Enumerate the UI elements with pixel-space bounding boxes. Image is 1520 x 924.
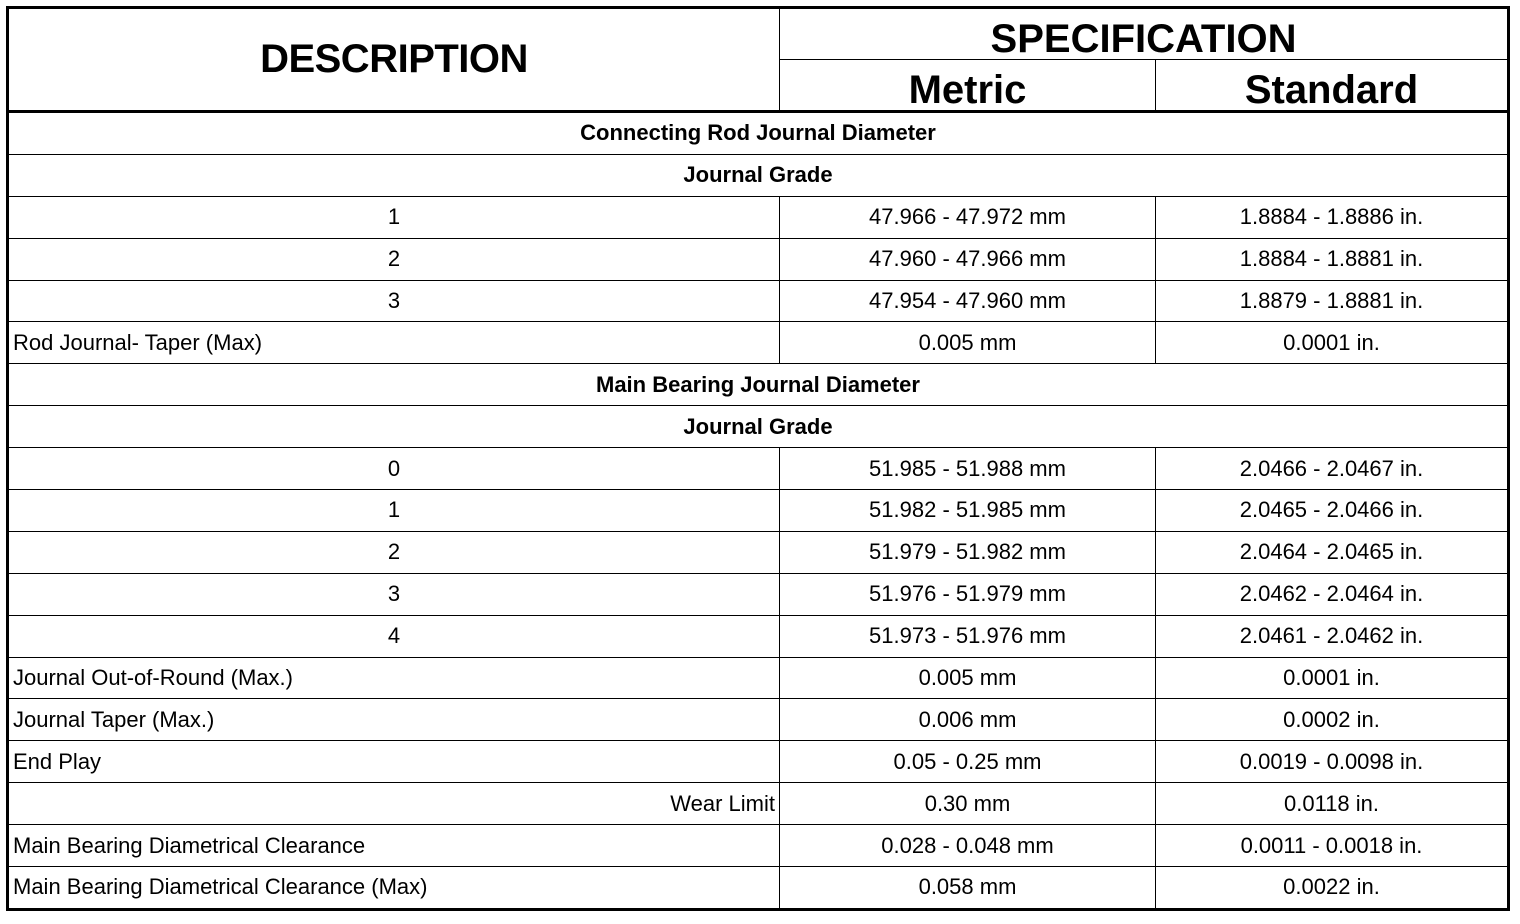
table-row: 2 47.960 - 47.966 mm 1.8884 - 1.8881 in.	[7, 237, 1509, 281]
section-row: Journal Grade	[7, 405, 1509, 449]
table-row: Wear Limit 0.30 mm 0.0118 in.	[7, 782, 1509, 826]
description-cell: 2	[7, 237, 780, 281]
description-cell: Wear Limit	[7, 782, 780, 826]
description-cell: 1	[7, 195, 780, 239]
standard-header: Standard	[1155, 59, 1509, 113]
metric-cell: 51.973 - 51.976 mm	[779, 614, 1156, 658]
table-row: 1 51.982 - 51.985 mm 2.0465 - 2.0466 in.	[7, 489, 1509, 532]
standard-cell: 0.0011 - 0.0018 in.	[1155, 824, 1509, 868]
metric-cell: 51.985 - 51.988 mm	[779, 447, 1156, 491]
metric-cell: 47.954 - 47.960 mm	[779, 279, 1156, 323]
specification-table: DESCRIPTION SPECIFICATION Metric Standar…	[6, 6, 1510, 911]
metric-cell: 0.028 - 0.048 mm	[779, 824, 1156, 868]
description-cell: 0	[7, 447, 780, 491]
description-cell: 3	[7, 279, 780, 323]
table-row: 3 47.954 - 47.960 mm 1.8879 - 1.8881 in.	[7, 279, 1509, 323]
description-cell: Journal Taper (Max.)	[7, 698, 780, 742]
standard-cell: 0.0019 - 0.0098 in.	[1155, 740, 1509, 784]
metric-cell: 47.960 - 47.966 mm	[779, 237, 1156, 281]
standard-cell: 0.0022 in.	[1155, 866, 1509, 910]
standard-cell: 0.0118 in.	[1155, 782, 1509, 826]
table-row: Rod Journal- Taper (Max) 0.005 mm 0.0001 i…	[7, 321, 1509, 365]
section-heading: Main Bearing Journal Diameter	[7, 363, 1509, 407]
metric-cell: 51.979 - 51.982 mm	[779, 530, 1156, 574]
standard-cell: 0.0001 in.	[1155, 321, 1509, 365]
table-row: Main Bearing Diametrical Clearance 0.028 …	[7, 824, 1509, 868]
table-row: End Play 0.05 - 0.25 mm 0.0019 - 0.0098 in…	[7, 740, 1509, 784]
standard-cell: 1.8884 - 1.8881 in.	[1155, 237, 1509, 281]
section-row: Main Bearing Journal Diameter	[7, 363, 1509, 407]
table-row: 0 51.985 - 51.988 mm 2.0466 - 2.0467 in.	[7, 447, 1509, 491]
description-cell: Main Bearing Diametrical Clearance	[7, 824, 780, 868]
table-row: 2 51.979 - 51.982 mm 2.0464 - 2.0465 in.	[7, 530, 1509, 574]
description-cell: Journal Out-of-Round (Max.)	[7, 656, 780, 700]
metric-cell: 0.058 mm	[779, 866, 1156, 910]
section-row: Journal Grade	[7, 153, 1509, 197]
standard-cell: 1.8879 - 1.8881 in.	[1155, 279, 1509, 323]
table-row: Journal Out-of-Round (Max.) 0.005 mm 0.000…	[7, 656, 1509, 700]
description-cell: 3	[7, 572, 780, 616]
standard-cell: 1.8884 - 1.8886 in.	[1155, 195, 1509, 239]
metric-cell: 47.966 - 47.972 mm	[779, 195, 1156, 239]
standard-cell: 0.0002 in.	[1155, 698, 1509, 742]
section-heading: Connecting Rod Journal Diameter	[7, 111, 1509, 155]
description-cell: 4	[7, 614, 780, 658]
description-cell: End Play	[7, 740, 780, 784]
metric-cell: 51.976 - 51.979 mm	[779, 572, 1156, 616]
metric-cell: 51.982 - 51.985 mm	[779, 489, 1156, 532]
standard-cell: 2.0461 - 2.0462 in.	[1155, 614, 1509, 658]
table-row: 1 47.966 - 47.972 mm 1.8884 - 1.8886 in.	[7, 195, 1509, 239]
table-row: 4 51.973 - 51.976 mm 2.0461 - 2.0462 in.	[7, 614, 1509, 658]
description-cell: Rod Journal- Taper (Max)	[7, 321, 780, 365]
standard-cell: 2.0465 - 2.0466 in.	[1155, 489, 1509, 532]
specification-header: SPECIFICATION	[779, 7, 1509, 60]
table-row: 3 51.976 - 51.979 mm 2.0462 - 2.0464 in.	[7, 572, 1509, 616]
description-cell: 1	[7, 489, 780, 532]
standard-cell: 2.0464 - 2.0465 in.	[1155, 530, 1509, 574]
table-body: Connecting Rod Journal Diameter Journal G…	[7, 111, 1509, 910]
table-row: Journal Taper (Max.) 0.006 mm 0.0002 in.	[7, 698, 1509, 742]
metric-header: Metric	[779, 59, 1156, 113]
description-cell: 2	[7, 530, 780, 574]
description-header: DESCRIPTION	[7, 7, 780, 113]
metric-cell: 0.30 mm	[779, 782, 1156, 826]
metric-cell: 0.006 mm	[779, 698, 1156, 742]
section-heading: Journal Grade	[7, 405, 1509, 449]
metric-cell: 0.05 - 0.25 mm	[779, 740, 1156, 784]
table-row: Main Bearing Diametrical Clearance (Max)…	[7, 866, 1509, 910]
section-heading: Journal Grade	[7, 153, 1509, 197]
standard-cell: 2.0466 - 2.0467 in.	[1155, 447, 1509, 491]
standard-cell: 0.0001 in.	[1155, 656, 1509, 700]
metric-cell: 0.005 mm	[779, 656, 1156, 700]
metric-cell: 0.005 mm	[779, 321, 1156, 365]
standard-cell: 2.0462 - 2.0464 in.	[1155, 572, 1509, 616]
section-row: Connecting Rod Journal Diameter	[7, 111, 1509, 155]
description-cell: Main Bearing Diametrical Clearance (Max)	[7, 866, 780, 910]
